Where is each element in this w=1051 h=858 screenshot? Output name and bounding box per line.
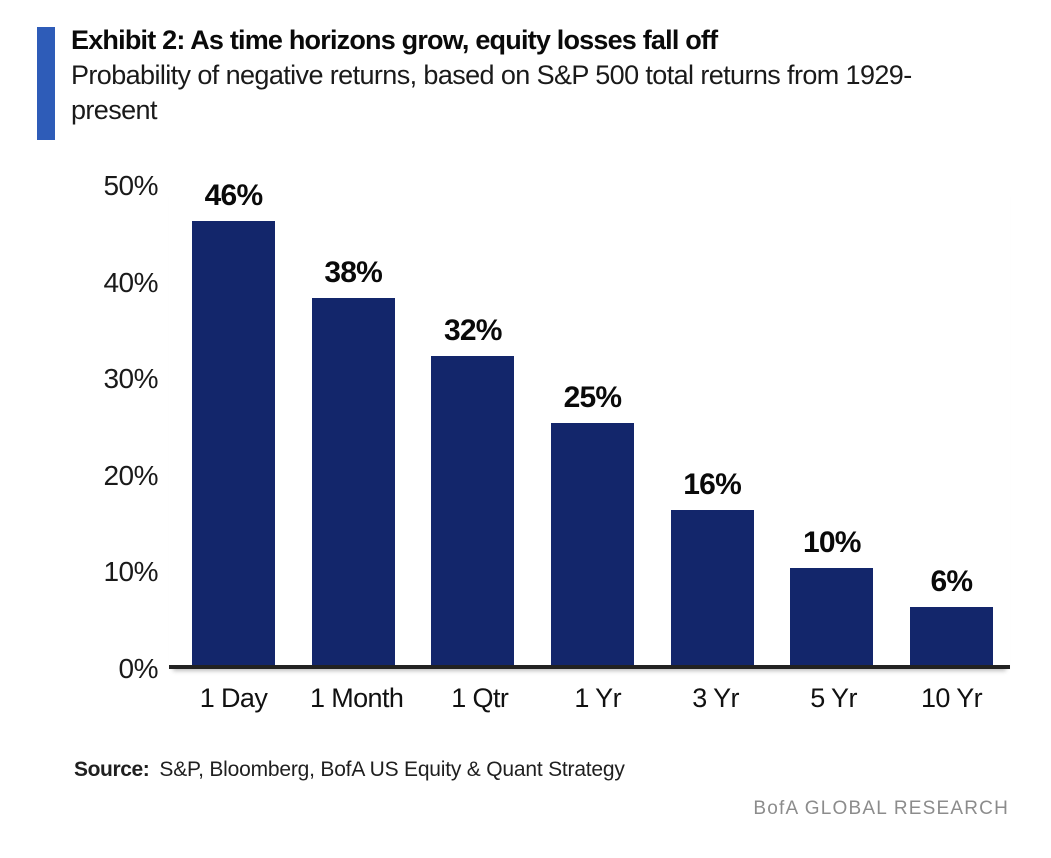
y-tick-label-0: 0% (118, 653, 159, 684)
y-tick-label-10: 10% (103, 556, 158, 588)
y-tick-label-40: 40% (103, 266, 158, 298)
x-axis-label-1-month: 1 Month (309, 683, 404, 713)
bar-value-label: 16% (683, 468, 741, 501)
exhibit-title: Exhibit 2: As time horizons grow, equity… (71, 25, 718, 55)
bar-1-yr (550, 423, 634, 665)
x-axis-label-3-yr: 3 Yr (692, 683, 739, 713)
bar-10-yr (909, 607, 993, 665)
bar-value-label: 32% (443, 314, 502, 347)
bar-value-label: 46% (204, 179, 263, 212)
header-text: Exhibit 2: As time horizons grow, equity… (71, 24, 983, 140)
y-axis: 0% 10% 20% 30% 40% 50% (65, 170, 160, 684)
x-axis-labels: 1 Day 1 Month 1 Qtr 1 Yr 3 Yr 5 Yr 10 Yr (169, 683, 1010, 714)
bar-group-1-month: 38% (311, 256, 395, 665)
source-text: S&P, Bloomberg, BofA US Equity & Quant S… (159, 758, 625, 781)
y-tick-label-50: 50% (103, 170, 158, 201)
x-axis-label-10-yr: 10 Yr (920, 683, 983, 713)
brand-line: BofA GLOBAL RESEARCH (753, 798, 1009, 819)
y-tick-label-20: 20% (103, 459, 158, 491)
exhibit-subtitle: Probability of negative returns, based o… (71, 59, 912, 125)
x-axis-label-1-yr: 1 Yr (574, 683, 621, 713)
bar-value-label: 38% (324, 256, 382, 289)
bar-5-yr (790, 568, 874, 665)
bar-value-label: 6% (930, 565, 974, 598)
x-axis-label-1-qtr: 1 Qtr (451, 683, 509, 713)
x-axis-label-1-day: 1 Day (199, 683, 268, 713)
plot-outer: 46% 38% 32% 25% 16% 10% 6% 1 Day 1 Month 1 Qtr 1 … (169, 179, 1010, 714)
blue-accent-bar (37, 27, 55, 140)
source-line: Source: S&P, Bloomberg, BofA US Equity & … (74, 758, 1011, 782)
bar-group-5-yr: 10% (790, 526, 874, 665)
bar-group-10-yr: 6% (909, 565, 993, 665)
plot-area: 46% 38% 32% 25% 16% 10% 6% (169, 179, 1010, 669)
exhibit-header: Exhibit 2: As time horizons grow, equity… (37, 24, 1011, 140)
x-axis-label-5-yr: 5 Yr (810, 683, 857, 713)
bar-group-1-day: 46% (192, 179, 275, 665)
source-label: Source: (74, 758, 150, 781)
bar-group-1-qtr: 32% (431, 314, 515, 665)
bar-3-yr (670, 510, 754, 665)
bar-1-month (311, 298, 395, 665)
bar-group-1-yr: 25% (550, 381, 634, 665)
bar-group-3-yr: 16% (670, 468, 754, 665)
bar-value-label: 10% (802, 526, 861, 559)
bar-1-day (192, 221, 275, 665)
bar-chart: 0% 10% 20% 30% 40% 50% 46% 38% 32% 25% 16% 10% 6% 1… (65, 170, 1010, 714)
bar-1-qtr (431, 356, 515, 665)
bar-value-label: 25% (563, 381, 622, 414)
y-tick-label-30: 30% (103, 363, 158, 395)
